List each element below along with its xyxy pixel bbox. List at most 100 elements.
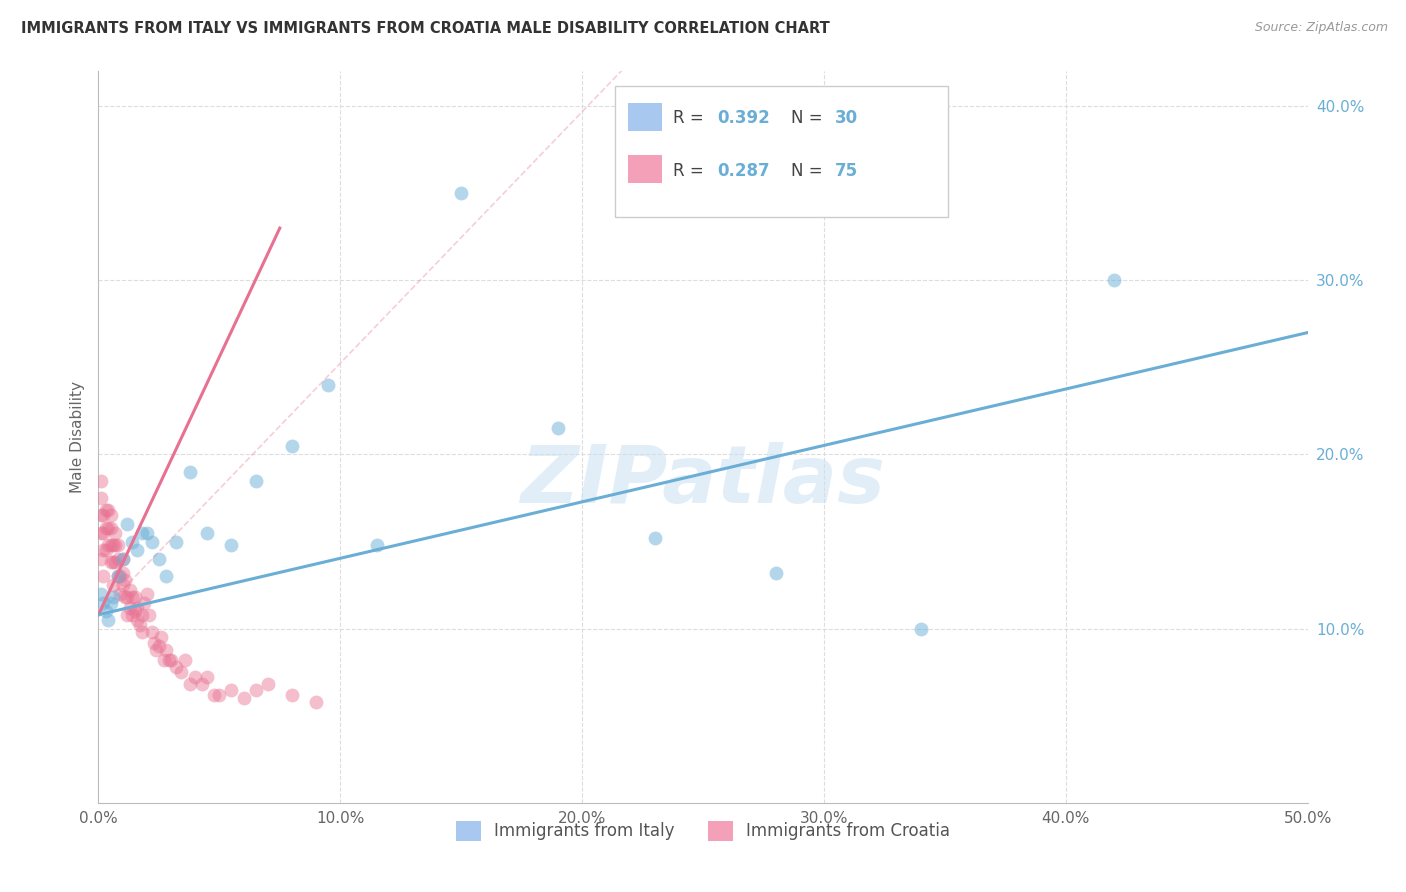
Point — [100, 508, 122, 523]
Point — [150, 631, 173, 645]
Point — [131, 625, 153, 640]
Point — [111, 552, 134, 566]
Point — [245, 682, 267, 697]
Point — [91, 595, 114, 609]
Point — [124, 604, 146, 618]
Point — [90, 525, 112, 540]
Point — [195, 525, 218, 540]
Point — [108, 569, 131, 583]
FancyBboxPatch shape — [628, 103, 662, 130]
Point — [121, 534, 143, 549]
Point — [221, 538, 243, 552]
Point — [94, 543, 117, 558]
Point — [208, 688, 231, 702]
Point — [117, 591, 139, 605]
Y-axis label: Male Disability: Male Disability — [69, 381, 84, 493]
Point — [111, 552, 134, 566]
Point — [117, 517, 139, 532]
Point — [101, 556, 124, 570]
Text: 0.392: 0.392 — [717, 109, 770, 128]
Point — [547, 421, 569, 435]
Point — [221, 682, 243, 697]
Point — [101, 538, 124, 552]
Point — [107, 569, 129, 583]
Point — [90, 552, 112, 566]
Point — [644, 531, 666, 545]
Text: 30: 30 — [835, 109, 858, 128]
Point — [191, 677, 214, 691]
Point — [97, 521, 120, 535]
Point — [131, 525, 153, 540]
FancyBboxPatch shape — [614, 86, 949, 217]
Point — [366, 538, 388, 552]
Point — [152, 653, 174, 667]
Text: 0.287: 0.287 — [717, 161, 770, 180]
Point — [100, 538, 122, 552]
Point — [107, 569, 129, 583]
Point — [179, 465, 201, 479]
Point — [117, 607, 139, 622]
Point — [91, 543, 114, 558]
Point — [108, 587, 131, 601]
Point — [104, 538, 127, 552]
Point — [104, 525, 127, 540]
Point — [124, 591, 146, 605]
Text: Source: ZipAtlas.com: Source: ZipAtlas.com — [1254, 21, 1388, 34]
Point — [169, 665, 191, 680]
Point — [135, 587, 157, 601]
Point — [910, 622, 932, 636]
Point — [134, 595, 156, 609]
Point — [118, 583, 141, 598]
Point — [232, 691, 254, 706]
Point — [91, 508, 114, 523]
Point — [245, 474, 267, 488]
Point — [141, 625, 163, 640]
Point — [148, 639, 170, 653]
Text: ZIPatlas: ZIPatlas — [520, 442, 886, 520]
Point — [155, 569, 177, 583]
Point — [143, 635, 166, 649]
Point — [128, 618, 150, 632]
Point — [100, 521, 122, 535]
Point — [94, 503, 117, 517]
Text: IMMIGRANTS FROM ITALY VS IMMIGRANTS FROM CROATIA MALE DISABILITY CORRELATION CHA: IMMIGRANTS FROM ITALY VS IMMIGRANTS FROM… — [21, 21, 830, 36]
Point — [204, 688, 226, 702]
Point — [165, 534, 187, 549]
Point — [305, 695, 328, 709]
Point — [121, 591, 143, 605]
FancyBboxPatch shape — [628, 155, 662, 183]
Point — [97, 503, 120, 517]
Point — [450, 186, 472, 201]
Point — [174, 653, 197, 667]
Point — [90, 474, 112, 488]
Point — [107, 538, 129, 552]
Point — [148, 552, 170, 566]
Point — [135, 525, 157, 540]
Point — [127, 543, 149, 558]
Point — [91, 525, 114, 540]
Point — [100, 556, 122, 570]
Point — [765, 566, 787, 580]
Point — [118, 600, 141, 615]
Point — [100, 595, 122, 609]
Point — [131, 607, 153, 622]
Point — [101, 591, 124, 605]
Point — [111, 566, 134, 580]
Point — [256, 677, 278, 691]
Point — [91, 569, 114, 583]
Point — [127, 600, 149, 615]
Text: R =: R = — [672, 161, 709, 180]
Point — [90, 491, 112, 505]
Text: R =: R = — [672, 109, 709, 128]
Point — [165, 660, 187, 674]
Point — [157, 653, 180, 667]
Point — [114, 591, 136, 605]
Point — [127, 613, 149, 627]
Point — [195, 670, 218, 684]
Point — [90, 587, 112, 601]
Point — [107, 552, 129, 566]
Text: N =: N = — [792, 109, 828, 128]
Text: 75: 75 — [835, 161, 858, 180]
Point — [184, 670, 207, 684]
Point — [97, 613, 120, 627]
